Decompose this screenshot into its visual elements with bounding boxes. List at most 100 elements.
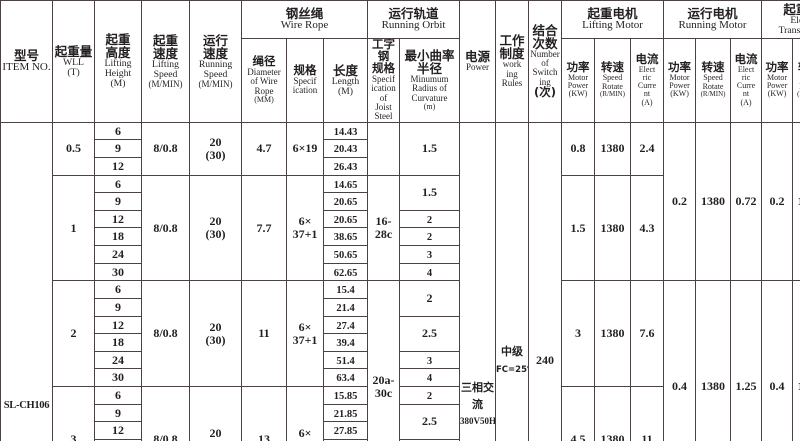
cell-lifting-motor-speed: 1380	[594, 174, 631, 282]
label-en: ric	[642, 72, 652, 82]
label-en: Switch	[532, 67, 558, 78]
label-cn: 功率	[668, 59, 692, 74]
radius-value: 3	[426, 250, 433, 262]
cell-rope-length: 63.4	[323, 368, 368, 388]
label-en: Specif	[293, 75, 317, 86]
label-en: (M)	[337, 85, 354, 97]
rope-length-value: 38.65	[333, 232, 358, 244]
rope-diameter-value: 13	[258, 432, 270, 441]
label-en: Power	[466, 62, 489, 73]
height-value: 6	[115, 176, 121, 191]
rope-length-value: 20.43	[333, 144, 358, 156]
transport-motor-power: 0.4	[769, 379, 785, 394]
working-rules-fc2: 5%	[521, 365, 528, 376]
rope-length-value: 20.65	[333, 197, 358, 209]
rope-length-value: 62.65	[333, 267, 358, 279]
cell-rope-length: 15.4	[323, 280, 368, 299]
label-en: Transport Motor	[778, 25, 800, 36]
cell-lifting-motor-power: 1.5	[561, 174, 595, 282]
label-en: Lifting	[104, 58, 132, 70]
cell-lifting-motor-current: 4.3	[629, 174, 665, 282]
header-wll: 起重量 WLL (T)	[52, 0, 95, 123]
label-en: (M/MIN)	[198, 78, 233, 89]
height-value: 6	[115, 282, 121, 297]
radius-value: 2.5	[422, 414, 437, 429]
running-speed-value: 20(30)	[205, 135, 226, 162]
header-working-rules: 工作 制度 work ing Rules	[495, 0, 529, 123]
cell-lifting-height: 9	[94, 297, 142, 317]
height-value: 24	[112, 247, 124, 262]
label-cn: 转速	[601, 60, 624, 75]
header-lifting-power: 功率 Motor Power (KW)	[561, 38, 595, 123]
label-en: (R/MIN)	[600, 89, 625, 98]
running-motor-power: 0.4	[672, 379, 688, 394]
label-en: Curvature	[411, 92, 448, 103]
radius-value: 4	[426, 373, 433, 385]
cell-rope-spec: 6×37+1	[286, 280, 324, 388]
height-value: 24	[112, 352, 124, 367]
cell-rope-length: 21.85	[323, 403, 368, 423]
label-en: (M)	[110, 78, 126, 90]
radius-value: 4	[426, 267, 433, 279]
label-en: Rotate	[602, 81, 623, 91]
cell-running-motor-power: 0.2	[663, 121, 697, 282]
running-motor-power: 0.2	[672, 194, 688, 209]
item-no-value: SL-CH106	[3, 399, 50, 411]
cell-rope-length: 27.4	[323, 315, 368, 335]
table-row: 9 20.43	[1, 139, 800, 158]
cell-rope-length: 51.4	[323, 350, 368, 370]
rope-length-value: 15.85	[333, 391, 358, 403]
cell-lifting-height: 6	[94, 121, 142, 141]
height-value: 12	[112, 211, 124, 226]
label-cn: 速度	[152, 45, 178, 61]
rope-diameter-value: 7.7	[256, 220, 272, 235]
rope-length-value: 15.4	[336, 285, 355, 297]
cell-rope-length: 27.85	[323, 421, 368, 440]
running-motor-speed: 1380	[701, 194, 726, 209]
label-en: Motor	[767, 72, 788, 82]
rope-length-value: 50.65	[333, 250, 358, 262]
cell-lifting-speed: 8/0.8	[141, 121, 190, 176]
cell-lifting-height: 6	[94, 280, 142, 299]
cell-transport-motor-speed: 1380	[792, 280, 800, 441]
cell-wll: 2	[52, 280, 95, 388]
cell-radius-curvature: 3	[399, 350, 460, 370]
header-item-no: 型号 ITEM NO.	[0, 0, 53, 123]
table-row: 12 27.4 2.5	[1, 315, 800, 352]
cell-lifting-height: 9	[94, 139, 142, 158]
cell-rope-diameter: 7.7	[241, 174, 287, 282]
height-value: 6	[115, 388, 121, 403]
cell-lifting-motor-power: 4.5	[561, 386, 595, 441]
header-rope-length: 长度 Length (M)	[323, 38, 368, 123]
label-cn: 运行轨道	[388, 6, 439, 22]
label-cn: 电流	[635, 51, 659, 66]
joist-steel-value: 20a- 30c	[372, 373, 395, 400]
label-en: (T)	[67, 66, 80, 78]
label-cn: 起重	[105, 32, 131, 48]
cell-radius-curvature: 2	[399, 227, 460, 247]
label-cn: 运行	[202, 32, 228, 48]
cell-radius-curvature: 3	[399, 245, 460, 264]
cell-transport-motor-power: 0.2	[761, 121, 794, 282]
label-en: Power	[766, 81, 788, 91]
cell-lifting-height: 12	[94, 421, 142, 440]
cell-rope-length: 21.4	[323, 297, 368, 317]
label-cn: 次数	[532, 35, 558, 51]
header-lifting-current: 电流 Elect ric Curre nt (A)	[629, 38, 665, 123]
header-radius-curvature: 最小曲率 半径 Minumum Radius of Curvature (m)	[399, 38, 460, 123]
label-cn: 功率	[566, 59, 590, 74]
cell-radius-curvature: 4	[399, 368, 460, 388]
cell-lifting-motor-speed: 1380	[594, 386, 631, 441]
cell-lifting-height: 6	[94, 386, 142, 405]
cell-lifting-motor-speed: 1380	[594, 121, 631, 176]
rope-length-value: 26.43	[333, 161, 358, 173]
cell-lifting-motor-speed: 1380	[594, 280, 631, 388]
label-en: Speed	[153, 68, 178, 80]
lifting-motor-speed: 1380	[600, 220, 625, 235]
cell-rope-length: 38.65	[323, 227, 368, 247]
cell-running-speed: 20(30)	[189, 280, 242, 388]
label-en: ric	[741, 72, 751, 82]
header-running-motor: 运行电机 Running Motor	[663, 0, 763, 39]
height-value: 9	[115, 194, 121, 209]
